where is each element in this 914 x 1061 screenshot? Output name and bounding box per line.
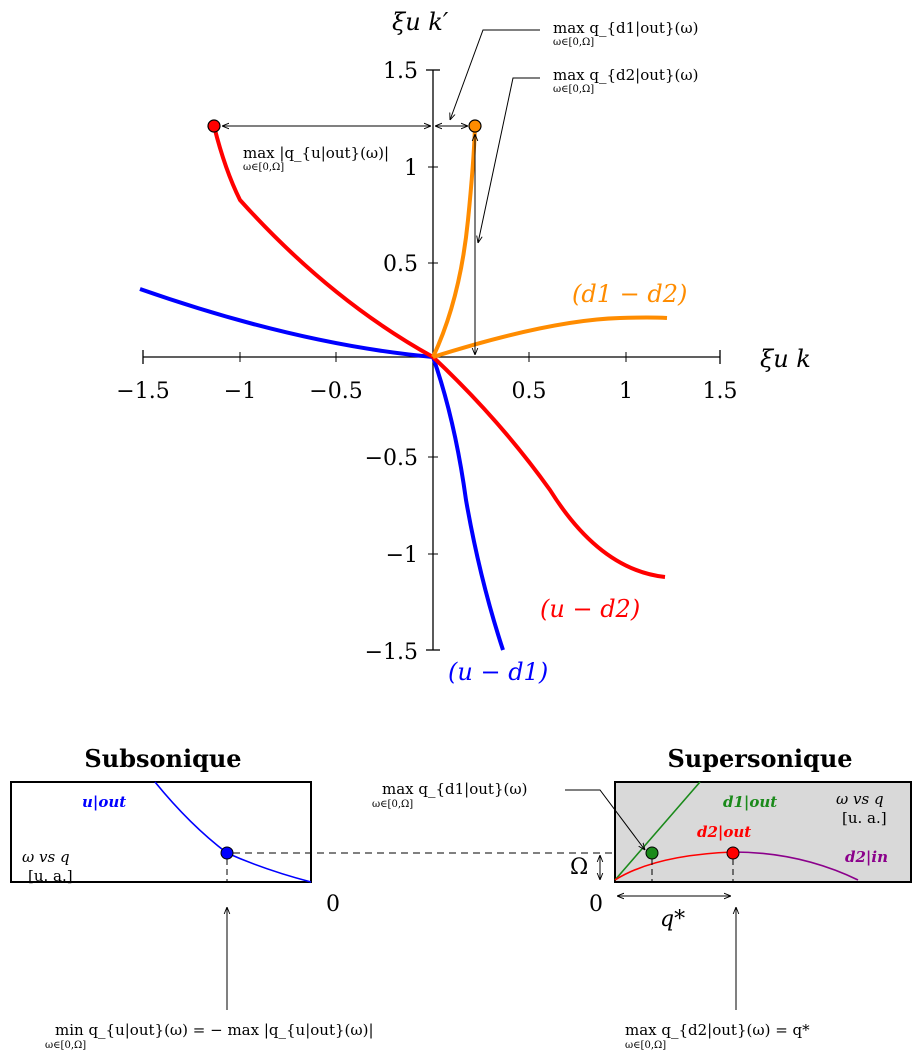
- svg-text:ω∈[0,Ω]: ω∈[0,Ω]: [243, 162, 284, 173]
- x-axis-label: ξu k: [760, 345, 811, 373]
- y-tick-label: 1.5: [383, 59, 418, 84]
- svg-text:max q_{d2|out}(ω) = q*: max q_{d2|out}(ω) = q*: [625, 1021, 810, 1039]
- curve-d1-d2: [431, 125, 668, 359]
- subsonic-formula: min q_{u|out}(ω) = − max |q_{u|out}(ω)| …: [45, 1021, 374, 1051]
- leader-d1-supersonic: [565, 789, 645, 850]
- curve-d2-out: [614, 851, 734, 881]
- supersonic-panel: Supersonique d1|out d2|out d2|in ω vs q …: [372, 744, 912, 1051]
- qstar-label: q*: [660, 907, 685, 932]
- svg-text:ω∈[0,Ω]: ω∈[0,Ω]: [553, 37, 594, 48]
- x-tick-label: 0.5: [512, 379, 547, 404]
- x-tick-label: 1.5: [703, 379, 738, 404]
- top-plot: −1.5 −1 −0.5 0.5 1 1.5 1.5 1 0.5 −0.5 −1…: [116, 8, 811, 686]
- svg-text:ω∈[0,Ω]: ω∈[0,Ω]: [372, 799, 413, 810]
- omega-label: Ω: [570, 855, 588, 880]
- label-u-d1: (u − d1): [448, 658, 548, 686]
- x-tick-label: −0.5: [309, 379, 362, 404]
- annotation-max-u: max |q_{u|out}(ω)| ω∈[0,Ω]: [243, 144, 389, 173]
- point-d1-out: [645, 846, 659, 860]
- curve-d1-out: [614, 781, 701, 881]
- svg-text:ω∈[0,Ω]: ω∈[0,Ω]: [625, 1040, 666, 1051]
- label-d2-out: d2|out: [697, 823, 751, 841]
- label-d1-d2: (d1 − d2): [572, 280, 687, 308]
- point-orange-max: [468, 119, 482, 133]
- y-tick-label: 0.5: [383, 252, 418, 277]
- label-d1-out: d1|out: [723, 793, 777, 811]
- supersonic-left-annotation: max q_{d1|out}(ω) ω∈[0,Ω]: [372, 780, 527, 810]
- y-ticks: 1.5 1 0.5 −0.5 −1 −1.5: [365, 59, 438, 665]
- supersonic-title: Supersonique: [667, 744, 852, 773]
- y-tick-label: −1.5: [365, 640, 418, 665]
- point-u-out: [220, 846, 234, 860]
- annotation-max-d1: max q_{d1|out}(ω) ω∈[0,Ω]: [553, 19, 698, 48]
- x-ticks: −1.5 −1 −0.5 0.5 1 1.5: [116, 352, 738, 404]
- subsonic-axes-label: ω vs q: [22, 848, 70, 866]
- curve-u-d1: [139, 287, 505, 651]
- svg-text:min q_{u|out}(ω) = − max |q_{u: min q_{u|out}(ω) = − max |q_{u|out}(ω)|: [55, 1021, 374, 1039]
- x-tick-label: −1.5: [116, 379, 169, 404]
- curve-d2-in: [732, 851, 859, 881]
- subsonic-frame: [10, 781, 312, 883]
- svg-text:max q_{d1|out}(ω): max q_{d1|out}(ω): [553, 19, 698, 37]
- svg-text:max |q_{u|out}(ω)|: max |q_{u|out}(ω)|: [243, 144, 389, 162]
- annotation-max-d2: max q_{d2|out}(ω) ω∈[0,Ω]: [553, 66, 698, 95]
- svg-text:ω∈[0,Ω]: ω∈[0,Ω]: [553, 84, 594, 95]
- curve-u-d2: [212, 125, 666, 579]
- x-tick-label: −1: [224, 379, 256, 404]
- y-tick-label: −0.5: [365, 446, 418, 471]
- subsonic-title: Subsonique: [84, 744, 241, 773]
- y-tick-label: −1: [386, 543, 418, 568]
- label-u-d2: (u − d2): [540, 595, 640, 623]
- y-tick-label: 1: [404, 156, 418, 181]
- svg-text:max q_{d1|out}(ω): max q_{d1|out}(ω): [382, 780, 527, 798]
- label-d2-in: d2|in: [845, 848, 888, 866]
- supersonic-axes-label: ω vs q: [836, 790, 884, 808]
- svg-text:ω∈[0,Ω]: ω∈[0,Ω]: [45, 1040, 86, 1051]
- leader-d1: [450, 29, 540, 120]
- subsonic-panel: Subsonique u|out ω vs q [u. a.] 0 min q_…: [10, 744, 374, 1051]
- supersonic-frame: [614, 781, 912, 883]
- point-d2-out: [726, 846, 740, 860]
- svg-text:max q_{d2|out}(ω): max q_{d2|out}(ω): [553, 66, 698, 84]
- supersonic-units-label: [u. a.]: [842, 809, 887, 827]
- label-u-out: u|out: [82, 793, 126, 811]
- supersonic-zero: 0: [589, 892, 603, 917]
- leader-d2: [478, 77, 540, 243]
- x-tick-label: 1: [619, 379, 633, 404]
- subsonic-zero: 0: [326, 892, 340, 917]
- point-red-max: [207, 119, 221, 133]
- subsonic-units-label: [u. a.]: [28, 867, 73, 885]
- supersonic-formula: max q_{d2|out}(ω) = q* ω∈[0,Ω]: [625, 1021, 810, 1051]
- y-axis-label: ξu k′: [392, 8, 449, 36]
